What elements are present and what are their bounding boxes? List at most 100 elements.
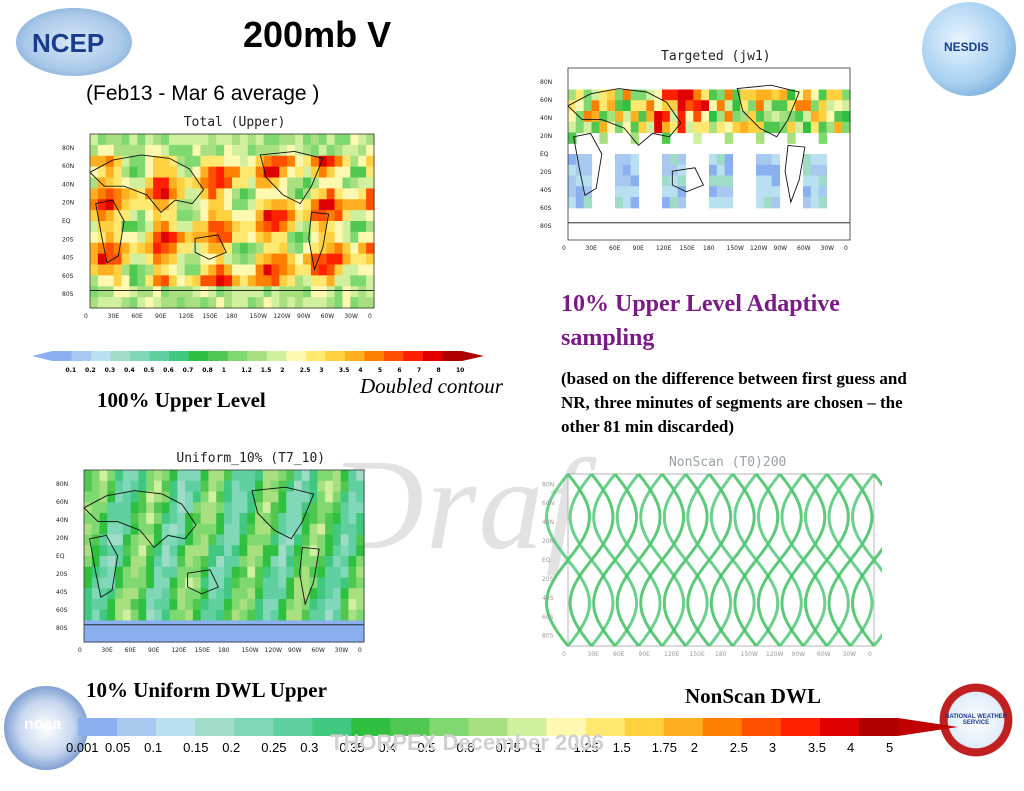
field-cell: [278, 480, 287, 493]
field-cell: [185, 523, 194, 536]
colorbar-tick-label: 1.5: [261, 367, 272, 374]
field-cell: [138, 599, 147, 611]
field-cell: [184, 264, 194, 276]
field-cell: [615, 164, 624, 177]
field-cell: [138, 631, 147, 643]
field-cell: [192, 188, 202, 200]
field-cell: [185, 566, 194, 579]
field-cell: [99, 631, 108, 643]
panel-title: Uniform_10% (T7_10): [176, 451, 325, 466]
field-cell: [810, 111, 820, 123]
field-cell: [677, 100, 687, 112]
field-cell: [90, 210, 99, 222]
field-cell: [263, 188, 273, 200]
field-cell: [771, 186, 781, 198]
colorbar-tick-label: 1: [222, 367, 226, 374]
colorbar-swatch: [364, 351, 385, 361]
field-cell: [295, 166, 304, 179]
field-cell: [169, 609, 178, 622]
field-cell: [568, 100, 577, 112]
field-cell: [208, 264, 217, 276]
field-cell: [709, 111, 718, 123]
colorbar-tick-label: 0.4: [378, 740, 396, 755]
field-cell: [771, 100, 781, 112]
field-cell: [161, 609, 171, 622]
lat-tick-label: 40N: [542, 519, 554, 526]
field-cell: [294, 566, 303, 579]
field-cell: [113, 264, 123, 276]
field-cell: [200, 491, 210, 503]
field-cell: [176, 166, 186, 179]
field-cell: [724, 175, 734, 187]
field-cell: [216, 577, 225, 589]
noaa-logo: noaa: [4, 686, 88, 770]
field-cell: [161, 144, 170, 157]
field-cell: [756, 100, 765, 112]
field-cell: [310, 166, 320, 179]
field-cell: [113, 221, 123, 233]
field-cell: [342, 221, 351, 233]
field-cell: [145, 134, 154, 146]
colorbar-swatch: [286, 351, 307, 361]
field-cell: [262, 491, 272, 503]
colorbar-tick-label: 6: [397, 367, 401, 374]
field-cell: [176, 144, 186, 157]
field-cell: [99, 470, 108, 482]
field-cell: [97, 221, 107, 233]
field-cell: [366, 286, 375, 298]
field-cell: [263, 144, 273, 157]
field-cell: [262, 620, 272, 632]
field-cell: [310, 177, 320, 189]
field-cell: [161, 231, 170, 244]
field-cell: [99, 523, 108, 536]
field-cell: [278, 502, 287, 514]
field-cell: [169, 631, 178, 643]
field-cell: [129, 134, 138, 146]
field-cell: [145, 188, 154, 200]
field-cell: [239, 523, 248, 536]
colorbar-swatch: [130, 351, 151, 361]
field-cell: [756, 154, 765, 166]
field-cell: [583, 111, 593, 123]
field-cell: [232, 286, 241, 298]
field-cell: [325, 609, 334, 622]
field-cell: [90, 144, 99, 157]
field-cell: [263, 242, 273, 255]
field-cell: [91, 534, 101, 546]
field-cell: [176, 264, 186, 276]
colorbar-swatch: [266, 351, 287, 361]
field-cell: [185, 470, 194, 482]
field-cell: [176, 297, 186, 309]
field-cell: [270, 577, 280, 589]
field-cell: [200, 221, 209, 233]
field-cell: [122, 566, 132, 579]
field-cell: [184, 144, 194, 157]
field-cell: [309, 491, 318, 503]
lon-tick-label: 120W: [766, 651, 783, 658]
field-cell: [192, 242, 202, 255]
field-cell: [105, 210, 115, 222]
field-cell: [200, 566, 210, 579]
map-nonscan: NonScan (T0)20080N60N40N20NEQ20S40S60S80…: [542, 455, 882, 658]
field-cell: [834, 89, 843, 101]
field-cell: [317, 545, 326, 557]
lon-tick-label: 0: [368, 313, 372, 320]
field-cell: [255, 210, 265, 222]
field-cell: [121, 199, 131, 211]
field-cell: [286, 620, 295, 632]
field-cell: [105, 264, 115, 276]
field-cell: [568, 154, 577, 166]
field-cell: [122, 513, 132, 525]
field-cell: [99, 609, 108, 622]
colorbar-tick-label: 0.05: [105, 740, 130, 755]
field-cell: [84, 556, 93, 568]
lon-tick-label: 0: [562, 651, 566, 658]
field-cell: [192, 210, 202, 222]
field-cell: [677, 197, 687, 209]
panel-title: NonScan (T0)200: [669, 455, 786, 470]
field-cell: [693, 121, 702, 134]
field-cell: [208, 588, 217, 600]
field-cell: [105, 231, 115, 244]
field-cell: [113, 199, 123, 211]
field-cell: [208, 566, 217, 579]
